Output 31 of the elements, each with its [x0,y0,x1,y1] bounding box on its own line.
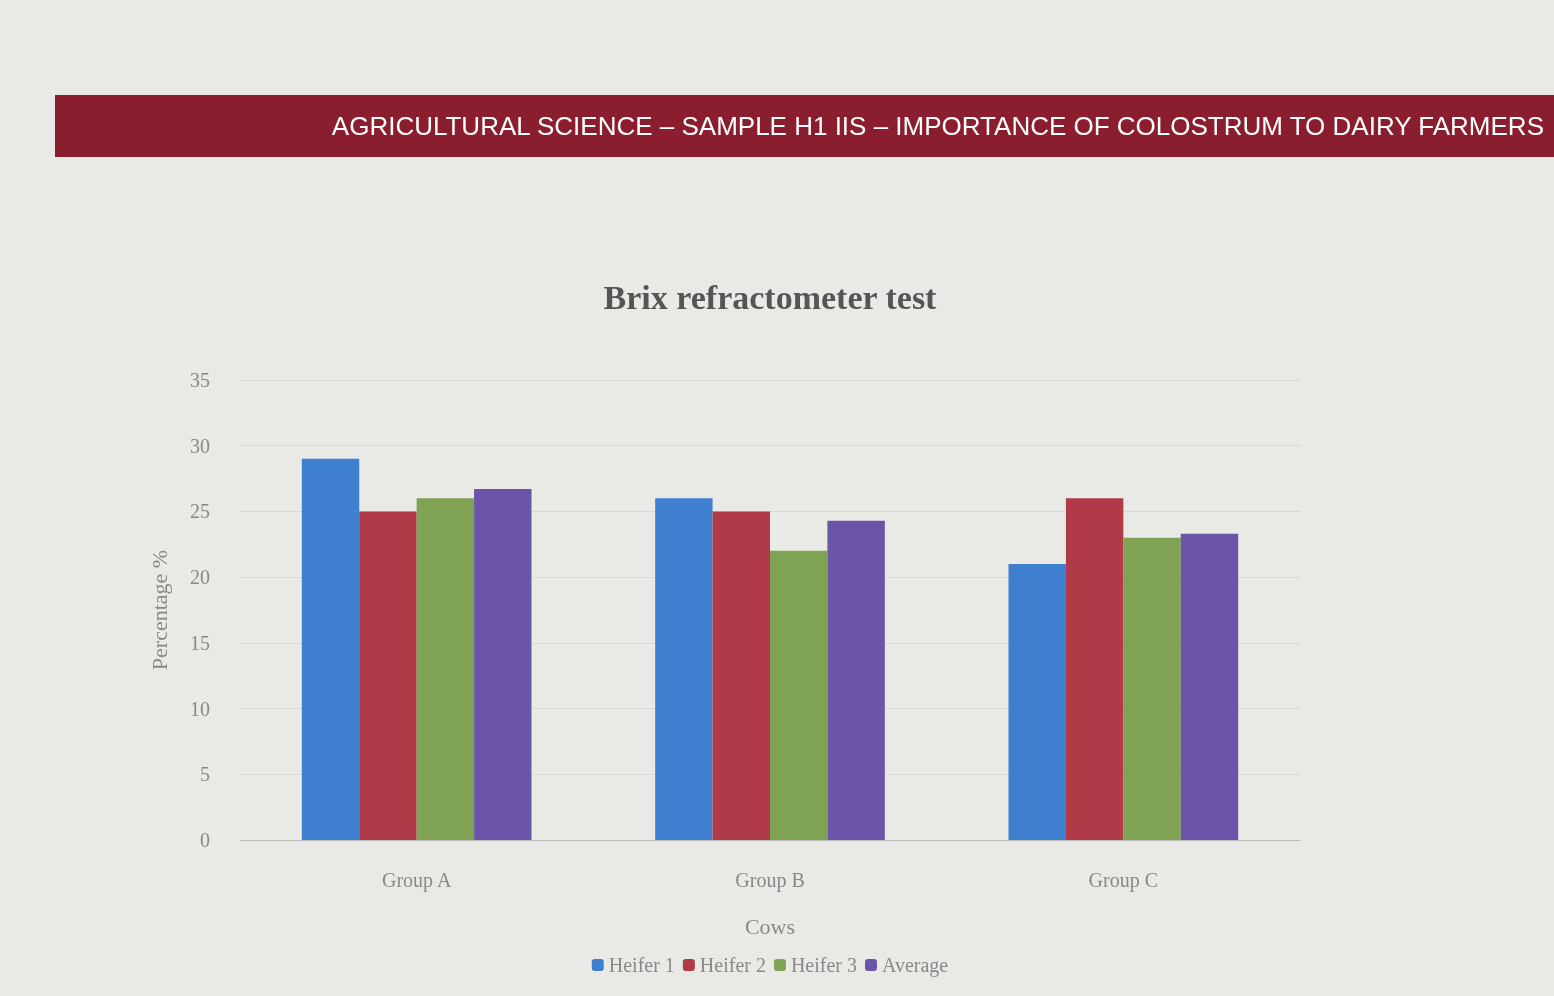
legend-label: Heifer 1 [608,954,675,976]
y-axis-title: Percentage % [146,549,172,671]
y-tick-label: 5 [200,763,210,786]
chart-title: Brix refractometer test [603,278,938,316]
x-tick-label: Group A [381,869,452,892]
x-tick-label: Group C [1088,869,1159,892]
y-tick-label: 10 [190,697,210,720]
y-tick-label: 0 [200,829,210,851]
bar [1180,533,1239,840]
bar [1123,537,1181,840]
y-tick-label: 15 [190,631,210,654]
legend-label: Heifer 3 [790,954,857,976]
legend-label: Average [881,954,949,977]
y-tick-label: 20 [190,566,210,589]
y-tick-label: 35 [190,369,210,391]
bar [827,520,885,840]
bar [655,498,713,840]
bar [474,489,532,840]
legend-label: Heifer 2 [699,954,766,976]
bar [416,498,475,840]
bar [1008,564,1066,840]
bar [712,511,770,840]
y-tick-label: 25 [190,500,210,523]
bar [301,458,360,840]
bar [770,550,828,840]
text: AGRICULTURAL SCIENCE – SAMPLE H1 IIS – IMPORTANCE OF COLOSTRUM TO DAIRY FARMERS [55,95,1554,157]
y-tick-label: 30 [190,434,210,457]
x-tick-label: Group B [735,869,805,892]
bar [359,511,417,840]
bar [1065,498,1124,840]
x-axis-title: Cows [744,913,796,939]
